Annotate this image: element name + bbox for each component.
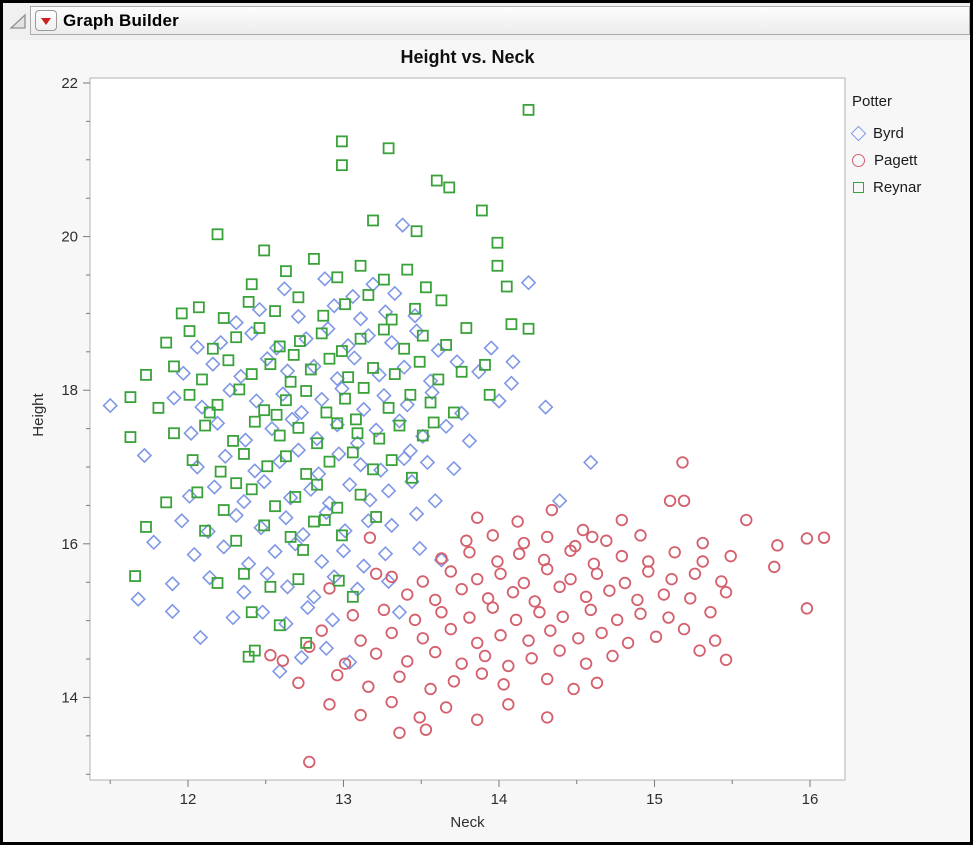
plot-border [89,77,846,781]
outline-title-bar: Graph Builder [30,6,970,35]
svg-text:20: 20 [61,229,78,246]
svg-text:16: 16 [802,791,819,808]
x-axis-label: Neck [450,814,485,831]
svg-text:18: 18 [61,382,78,399]
outline-header: Graph Builder [3,3,970,40]
legend-item-byrd[interactable]: Byrd [850,120,921,147]
collapse-wedge-icon[interactable] [9,13,27,30]
svg-text:14: 14 [491,791,508,808]
svg-text:16: 16 [61,536,78,553]
byrd-diamond-icon [850,125,867,142]
svg-text:12: 12 [180,791,197,808]
svg-text:22: 22 [61,75,78,92]
window-title: Graph Builder [63,10,179,30]
axis-ticks [83,82,811,787]
pagett-circle-icon [852,154,865,167]
red-triangle-icon [41,17,51,25]
legend-title: Potter [852,93,893,110]
legend-item-reynar[interactable]: Reynar [852,174,921,201]
series-pagett [264,456,831,769]
red-triangle-menu-button[interactable] [35,10,57,31]
reynar-square-icon [853,182,864,193]
svg-text:15: 15 [646,791,663,808]
scatter-plot-canvas[interactable]: 12 13 14 15 16 14 16 18 20 22 [20,70,900,860]
series-reynar [124,103,535,663]
chart-title: Height vs. Neck [400,47,535,67]
tick-labels: 12 13 14 15 16 14 16 18 20 22 [61,75,818,808]
legend: Potter Byrd Pagett Reynar [850,93,921,201]
svg-text:13: 13 [335,791,352,808]
legend-item-pagett[interactable]: Pagett [852,147,921,174]
y-axis-label: Height [30,393,47,437]
svg-text:14: 14 [61,689,78,706]
